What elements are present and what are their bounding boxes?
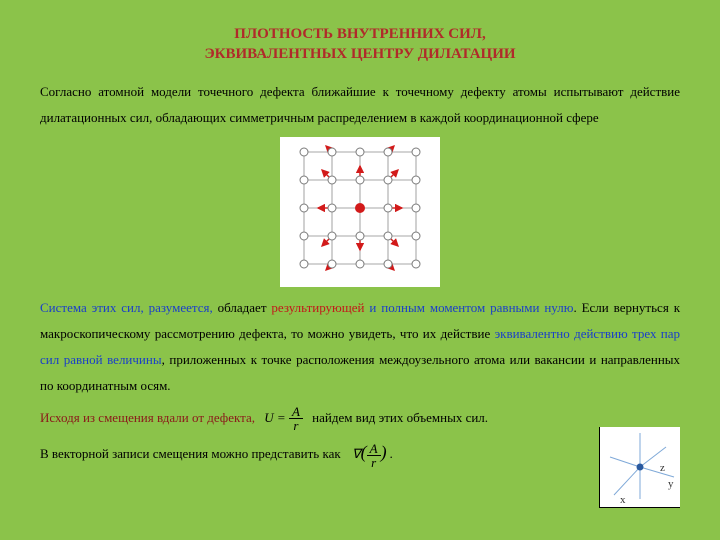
p2-d: и полным моментом равными нулю [364,300,573,315]
paragraph-3: Исходя из смещения вдали от дефекта, U =… [40,405,680,433]
lattice-diagram [280,137,440,287]
title-line-1: ПЛОТНОСТЬ ВНУТРЕННИХ СИЛ, [234,26,485,42]
paragraph-1: Согласно атомной модели точечного дефект… [40,79,680,131]
equation-1: U = Ar [258,410,312,425]
p4-text: В векторной записи смещения можно предст… [40,446,341,461]
title-line-2: ЭКВИВАЛЕНТНЫХ ЦЕНТРУ ДИЛАТАЦИИ [204,46,515,62]
slide-content: ПЛОТНОСТЬ ВНУТРЕННИХ СИЛ, ЭКВИВАЛЕНТНЫХ … [0,0,720,490]
p2-c: результирующей [271,300,364,315]
paragraph-2: Система этих сил, разумеется, обладает р… [40,295,680,399]
axis-inset: z y x [599,427,680,508]
axis-origin-dot [637,464,644,471]
center-defect-atom [355,203,365,213]
axis-label-y: y [668,478,674,490]
axis-label-z: z [660,462,665,474]
p3-a: Исходя из смещения вдали от дефекта, [40,410,255,425]
p3-b: найдем вид этих объемных сил. [312,410,488,425]
paragraph-4: В векторной записи смещения можно предст… [40,434,680,470]
slide-title: ПЛОТНОСТЬ ВНУТРЕННИХ СИЛ, ЭКВИВАЛЕНТНЫХ … [40,24,680,65]
p2-a: Система этих сил, разумеется, [40,300,218,315]
equation-2: ∇(Ar) . [344,446,393,461]
axis-label-x: x [620,494,626,506]
p2-b: обладает [218,300,272,315]
